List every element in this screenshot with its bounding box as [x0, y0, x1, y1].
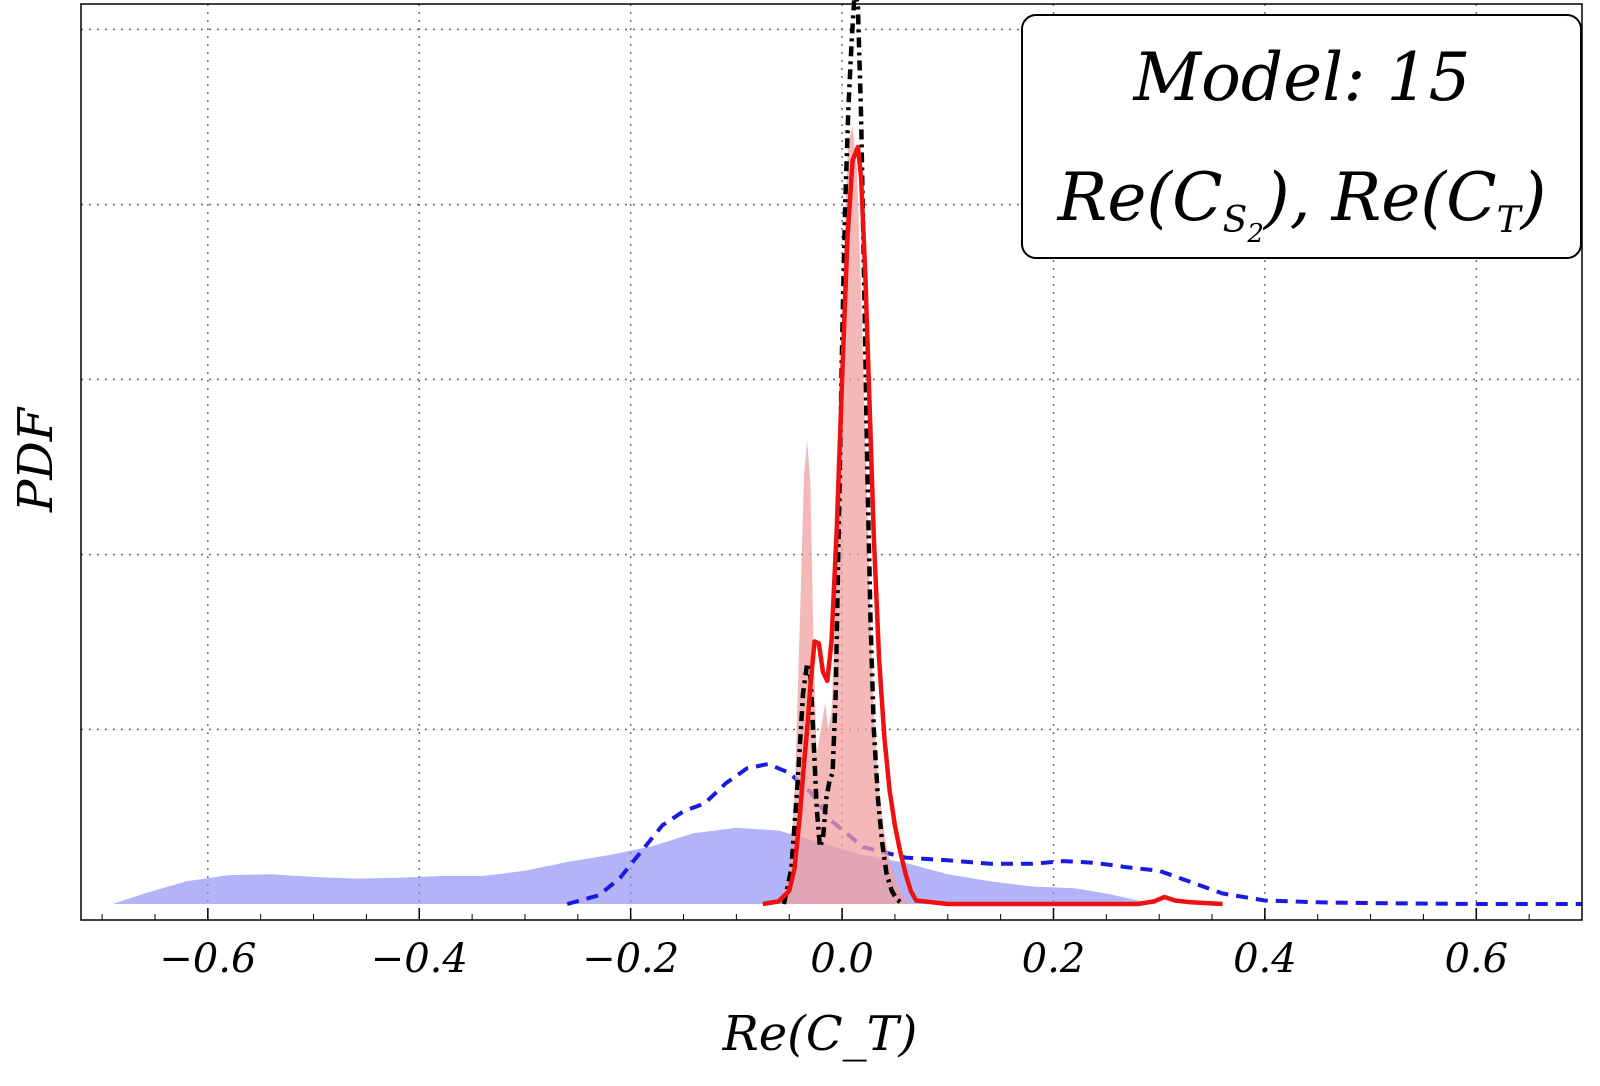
legend-params-text: Re(CS2), Re(CT) — [1057, 159, 1547, 249]
legend-frame — [1021, 14, 1582, 259]
x-axis-ticks: −0.6 −0.4 −0.2 0.0 0.2 0.4 0.6 — [101, 908, 1530, 982]
series-blue-filled — [112, 827, 1160, 904]
series-group — [112, 0, 1582, 907]
y-axis-label: PDF — [8, 406, 64, 513]
plot-frame — [80, 3, 1583, 921]
x-axis-label: Re(C_T) — [722, 1006, 918, 1062]
x-tick-label: −0.2 — [582, 936, 679, 982]
series-red-solid — [762, 144, 1223, 907]
x-tick-label: −0.4 — [371, 936, 468, 982]
x-tick-label: −0.6 — [159, 936, 256, 982]
legend-box: Model: 15 Re(CS2), Re(CT) — [1021, 14, 1582, 259]
x-tick-label: 0.6 — [1444, 936, 1508, 982]
x-tick-label: 0.0 — [810, 936, 874, 982]
legend-model-text: Model: 15 — [1133, 39, 1471, 116]
series-blue-dashed — [566, 762, 1582, 906]
x-tick-label: 0.2 — [1022, 936, 1086, 982]
x-tick-label: 0.4 — [1233, 936, 1297, 982]
series-pink-filled — [778, 125, 911, 905]
